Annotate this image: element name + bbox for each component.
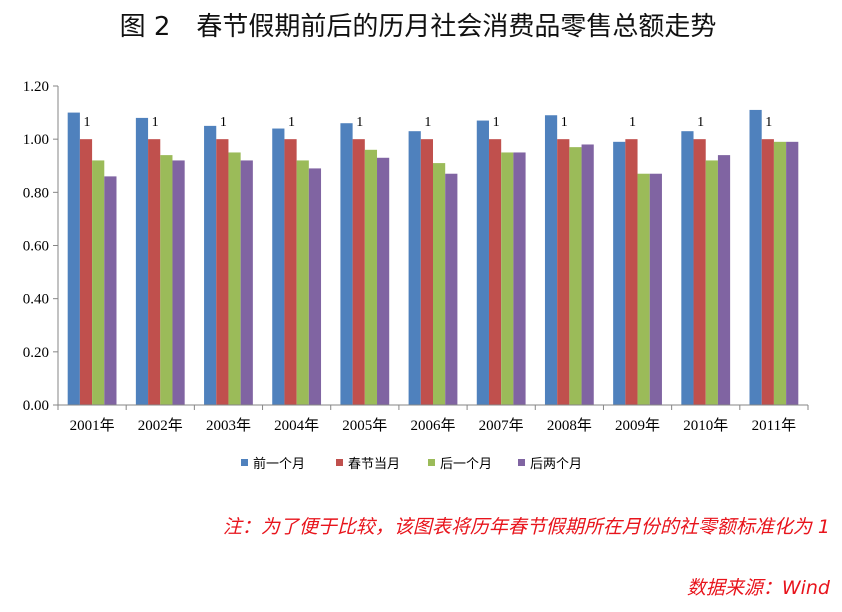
bar-4-7 <box>513 152 526 405</box>
data-label: 1 <box>83 115 90 130</box>
bar-3-3 <box>228 152 241 405</box>
bar-4-1 <box>104 176 117 405</box>
data-label: 1 <box>561 115 568 130</box>
x-tick-label: 2006年 <box>410 417 455 434</box>
bar-1-8 <box>544 115 558 405</box>
x-tick-label: 2005年 <box>342 417 387 434</box>
x-tick-label: 2011年 <box>752 417 796 434</box>
bar-3-10 <box>705 160 718 405</box>
bar-2-8 <box>557 139 570 405</box>
data-label: 1 <box>424 115 431 130</box>
bar-2-1 <box>79 139 93 405</box>
bar-3-8 <box>569 147 582 405</box>
x-tick-label: 2001年 <box>70 417 115 434</box>
bar-4-11 <box>786 141 799 405</box>
legend-swatch <box>336 459 343 466</box>
bar-2-6 <box>420 139 433 405</box>
bar-chart: 1 1 1 1 1 1 1 1 1 1 1 0.00 0.20 0.40 0.60 0.80 1.00 1.20 2… <box>23 79 809 472</box>
bar-2-4 <box>284 139 297 405</box>
bar-4-2 <box>172 160 185 405</box>
bar-2-3 <box>216 139 229 405</box>
x-tick-label: 2008年 <box>547 417 592 434</box>
bar-4-6 <box>445 173 458 405</box>
y-tick-label: 1.20 <box>23 79 49 95</box>
bar-1-1 <box>67 112 80 405</box>
bar-1-4 <box>272 128 285 406</box>
y-tick-label: 0.80 <box>23 185 49 201</box>
legend-label: 后一个月 <box>440 457 492 472</box>
data-label: 1 <box>220 115 227 130</box>
data-label: 1 <box>288 115 295 130</box>
bar-1-5 <box>340 123 353 405</box>
chart-title: 图 2 春节假期前后的历月社会消费品零售总额走势 <box>119 12 717 42</box>
data-label: 1 <box>356 115 363 130</box>
y-tick-label: 1.00 <box>23 132 49 148</box>
y-tick-label: 0.40 <box>23 292 49 308</box>
bar-4-3 <box>240 160 253 405</box>
bar-2-9 <box>625 139 638 405</box>
legend-swatch <box>518 459 525 466</box>
bar-4-9 <box>649 173 662 405</box>
bar-2-11 <box>761 139 774 405</box>
data-label: 1 <box>152 115 159 130</box>
bar-1-11 <box>749 109 762 406</box>
bar-3-11 <box>773 141 787 405</box>
bar-4-10 <box>717 155 731 405</box>
data-source: 数据来源：Wind <box>686 577 830 599</box>
bar-1-9 <box>613 141 626 405</box>
x-tick-label: 2003年 <box>206 417 251 434</box>
legend-label: 春节当月 <box>348 457 400 472</box>
x-tick-label: 2004年 <box>274 417 319 434</box>
y-tick-label: 0.20 <box>23 345 49 361</box>
legend-label: 后两个月 <box>530 457 582 472</box>
x-tick-label: 2009年 <box>615 417 660 434</box>
bar-4-4 <box>308 168 322 405</box>
bar-3-6 <box>433 163 446 405</box>
data-label: 1 <box>765 115 772 130</box>
legend-swatch <box>428 459 435 466</box>
bar-1-2 <box>135 117 149 406</box>
chart-note: 注：为了便于比较，该图表将历年春节假期所在月份的社零额标准化为 1 <box>222 516 830 538</box>
bar-1-3 <box>204 125 217 405</box>
bar-2-2 <box>148 139 161 405</box>
bar-1-7 <box>476 120 489 405</box>
bar-2-5 <box>352 139 365 405</box>
x-tick-label: 2010年 <box>683 417 728 434</box>
y-tick-label: 0.00 <box>23 398 49 414</box>
bar-3-1 <box>92 160 105 405</box>
bar-3-5 <box>364 149 378 405</box>
data-label: 1 <box>629 115 636 130</box>
legend-label: 前一个月 <box>253 456 305 472</box>
bar-4-5 <box>377 157 390 405</box>
bar-3-7 <box>501 152 514 405</box>
bar-4-8 <box>581 144 594 405</box>
bar-2-7 <box>488 139 502 405</box>
bar-2-10 <box>693 139 706 405</box>
x-tick-label: 2002年 <box>138 417 183 434</box>
data-label: 1 <box>697 115 704 130</box>
legend-swatch <box>241 459 248 466</box>
bar-3-9 <box>637 173 650 405</box>
x-tick-label: 2007年 <box>479 417 524 434</box>
bar-1-10 <box>681 131 694 406</box>
data-label: 1 <box>493 115 500 130</box>
bar-3-4 <box>296 160 309 405</box>
bar-1-6 <box>408 131 421 406</box>
y-tick-label: 0.60 <box>23 239 49 255</box>
bar-3-2 <box>160 155 173 405</box>
